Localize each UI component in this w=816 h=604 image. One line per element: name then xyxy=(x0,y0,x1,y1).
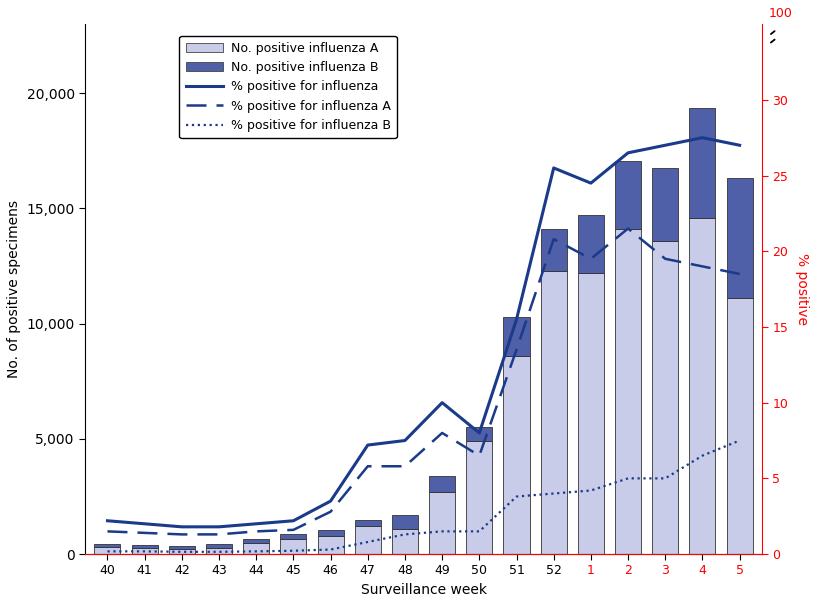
Bar xyxy=(169,549,195,554)
Bar xyxy=(281,534,307,539)
Bar xyxy=(355,527,381,554)
Bar xyxy=(392,515,418,528)
Bar xyxy=(652,241,678,554)
Bar xyxy=(429,476,455,492)
Bar xyxy=(206,548,232,554)
Legend: No. positive influenza A, No. positive influenza B, % positive for influenza, % : No. positive influenza A, No. positive i… xyxy=(180,36,397,138)
Bar xyxy=(690,108,716,217)
Bar xyxy=(131,548,157,554)
X-axis label: Surveillance week: Surveillance week xyxy=(361,583,486,597)
Bar xyxy=(317,536,344,554)
Bar xyxy=(503,316,530,356)
Y-axis label: No. of positive specimens: No. of positive specimens xyxy=(7,200,21,378)
Bar xyxy=(466,441,492,554)
Bar xyxy=(615,229,641,554)
Bar xyxy=(615,161,641,229)
Bar xyxy=(243,543,269,554)
Bar xyxy=(281,539,307,554)
Bar xyxy=(95,544,121,547)
Bar xyxy=(503,356,530,554)
Bar xyxy=(578,273,604,554)
Bar xyxy=(541,271,566,554)
Bar xyxy=(726,179,752,298)
Bar xyxy=(578,216,604,273)
Bar xyxy=(652,168,678,241)
Bar xyxy=(243,539,269,543)
Bar xyxy=(466,428,492,441)
Bar xyxy=(169,546,195,549)
Bar xyxy=(95,547,121,554)
Bar xyxy=(317,530,344,536)
Bar xyxy=(690,217,716,554)
Bar xyxy=(355,519,381,527)
Bar xyxy=(541,229,566,271)
Text: 100: 100 xyxy=(769,7,793,20)
Bar xyxy=(726,298,752,554)
Bar xyxy=(131,545,157,548)
Bar xyxy=(392,528,418,554)
Bar xyxy=(206,544,232,548)
Bar xyxy=(429,492,455,554)
Y-axis label: % positive: % positive xyxy=(795,253,809,325)
